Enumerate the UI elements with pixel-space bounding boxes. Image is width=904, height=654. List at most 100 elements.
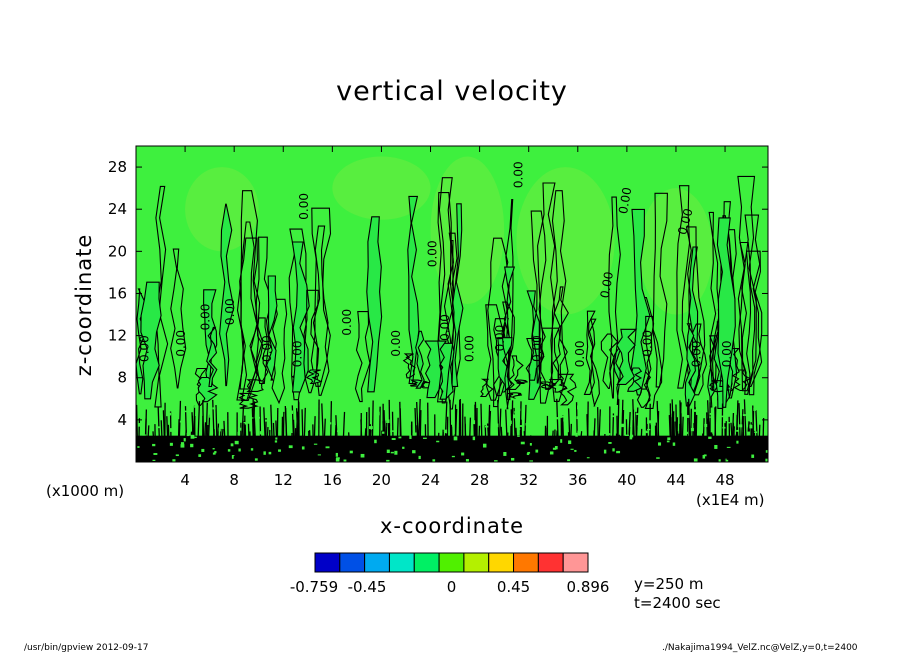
contour-line: [480, 403, 484, 462]
field-speck: [439, 415, 442, 417]
field-speck: [212, 407, 216, 410]
field-speck: [348, 413, 351, 416]
contour-line: [728, 416, 731, 462]
contour-line: [721, 403, 724, 462]
field-speck: [402, 446, 405, 449]
contour-line: [710, 432, 713, 462]
contour-line: [737, 175, 757, 392]
contour-line: [487, 410, 492, 462]
contour-line: [515, 427, 519, 462]
field-speck: [373, 415, 378, 419]
field-speck: [726, 422, 731, 424]
contour-line: [449, 399, 452, 462]
field-speck: [704, 423, 708, 428]
field-speck: [561, 415, 565, 418]
contour-line: [239, 237, 261, 390]
field-speck: [172, 459, 176, 462]
contour-line: [427, 402, 429, 462]
contour-line: [291, 405, 295, 462]
contour-line: [588, 318, 600, 407]
field-speck: [230, 443, 234, 447]
field-speck: [637, 425, 642, 428]
field-speck: [386, 459, 390, 462]
contour-line: [157, 407, 161, 462]
y-tick-label: 24: [108, 200, 127, 218]
field-speck: [198, 454, 202, 457]
field-speck: [238, 448, 241, 452]
field-speck: [647, 428, 651, 431]
contour-line: [254, 439, 257, 462]
contour-line: [557, 448, 562, 462]
colorbar-swatch: [438, 552, 465, 573]
field-speck: [153, 453, 158, 455]
contour-line: [596, 442, 600, 462]
colorbar: -0.759 -0.45 0 0.45 0.896: [290, 552, 609, 596]
field-speck: [495, 423, 499, 428]
field-speck: [422, 437, 427, 439]
field-speck: [169, 442, 173, 446]
field-speck: [549, 451, 554, 455]
contour-line: [456, 446, 459, 462]
contour-line: [166, 440, 170, 462]
contour-line: [581, 445, 585, 462]
field-speck: [218, 427, 221, 432]
footer-left: /usr/bin/gpview 2012-09-17: [24, 643, 149, 653]
field-speck: [606, 433, 611, 436]
field-speck: [157, 426, 161, 429]
x-tick-label: 36: [568, 471, 587, 489]
contour-line: [625, 419, 628, 462]
field-speck: [212, 452, 216, 455]
contour-line: [473, 426, 477, 462]
field-speck: [577, 405, 580, 410]
contour-line: [499, 447, 503, 462]
field-speck: [667, 437, 671, 441]
field-speck: [719, 415, 724, 418]
contour-line: [451, 203, 464, 387]
field-speck: [629, 435, 633, 440]
contour-line: [303, 289, 320, 394]
contour-line: [616, 415, 619, 462]
contour-line: [600, 333, 619, 390]
contour-line: [694, 406, 697, 462]
x-tick-label: 28: [470, 471, 489, 489]
contour-line: [371, 400, 374, 462]
field-speck: [630, 434, 634, 438]
contour-line: [391, 411, 394, 462]
contour-line: [238, 392, 259, 409]
field-speck: [725, 412, 729, 414]
contour-line: [575, 402, 579, 462]
field-speck: [651, 415, 655, 418]
contour-line: [276, 407, 279, 462]
y-axis-label: z-coordinate: [72, 233, 96, 377]
contour-line: [519, 401, 522, 462]
contour-line: [154, 185, 169, 408]
field-speck: [268, 451, 272, 455]
contour-line: [741, 214, 763, 388]
contour-line: [708, 211, 721, 391]
contour-line: [162, 410, 166, 462]
contour-line: [732, 369, 752, 392]
field-speck: [194, 405, 197, 408]
field-speck: [277, 404, 281, 408]
field-speck: [222, 414, 225, 417]
field-speck: [570, 448, 574, 450]
contour-line: [403, 437, 406, 462]
contour-line: [294, 411, 299, 462]
field-speck: [703, 454, 707, 457]
field-speck: [412, 432, 417, 436]
field-speck: [374, 439, 377, 444]
contour-line: [204, 402, 208, 462]
colorbar-tick-label: -0.759: [290, 578, 338, 596]
contour-line: [170, 248, 187, 389]
contour-line: [743, 399, 748, 462]
field-speck: [461, 452, 465, 456]
footer-right: ./Nakajima1994_VelZ.nc@VelZ,y=0,t=2400: [662, 643, 858, 653]
contour-label: 0.00: [640, 330, 654, 357]
field-speck: [574, 449, 577, 452]
field-speck: [702, 454, 706, 459]
field-speck: [746, 431, 751, 436]
contour-label: 0.00: [438, 314, 452, 341]
contour-line: [597, 407, 600, 462]
contour-line: [146, 425, 150, 462]
contour-line: [583, 310, 596, 395]
